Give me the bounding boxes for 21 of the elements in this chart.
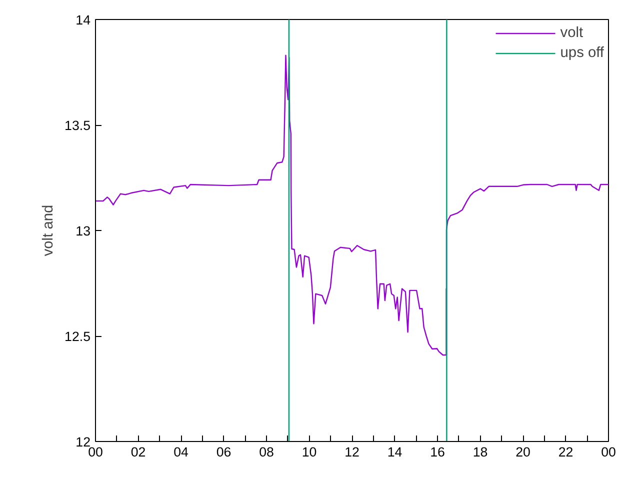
- x-tick-label: 20: [516, 444, 530, 460]
- x-tick-label: 04: [174, 444, 189, 460]
- x-tick-label: 14: [387, 444, 403, 460]
- y-tick-label: 12.5: [64, 329, 91, 344]
- y-axis-title: volt and: [40, 204, 57, 256]
- legend-label: ups off: [560, 45, 604, 61]
- y-tick-label: 13.5: [64, 118, 91, 133]
- y-tick-label: 13: [76, 224, 91, 238]
- legend-label: volt: [560, 25, 584, 41]
- x-tick-label: 06: [216, 444, 232, 460]
- y-tick-label: 14: [76, 12, 92, 28]
- x-tick-label: 02: [130, 444, 146, 460]
- x-tick-label: 00: [88, 444, 103, 460]
- x-tick-label: 16: [430, 444, 445, 460]
- x-tick-label: 18: [472, 444, 488, 460]
- x-tick-label: 00: [601, 444, 616, 460]
- x-tick-label: 10: [302, 444, 317, 460]
- y-tick-label: 12: [76, 434, 91, 450]
- x-tick-label: 08: [259, 444, 274, 460]
- x-tick-label: 12: [344, 444, 360, 460]
- x-tick-label: 22: [558, 444, 574, 460]
